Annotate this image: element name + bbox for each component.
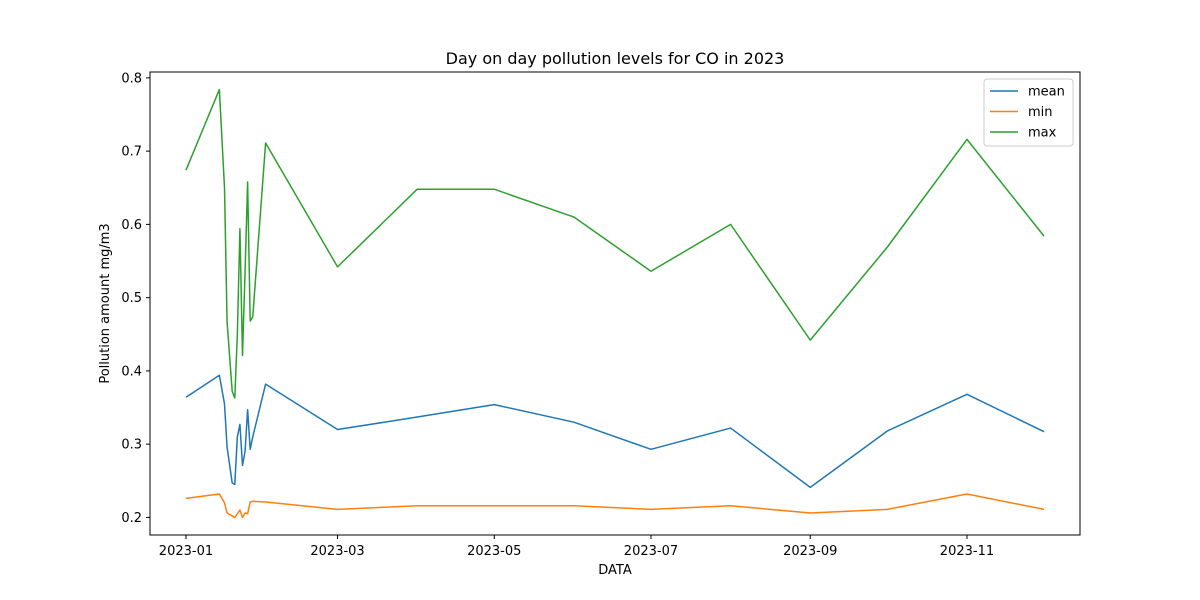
series-line-min — [185, 493, 1045, 519]
legend-label-mean: mean — [1028, 85, 1065, 100]
y-tick-label: 0.3 — [121, 438, 142, 453]
axes-frame — [149, 71, 1081, 536]
y-tick-label: 0.8 — [121, 71, 142, 86]
x-axis: 2023-01 2023-03 2023-05 2023-07 2023-09 2023-… — [159, 535, 994, 559]
series-line-mean — [185, 374, 1045, 489]
x-tick-label: 2023-07 — [624, 544, 678, 559]
x-tick-label: 2023-05 — [467, 544, 521, 559]
legend-label-max: max — [1028, 126, 1057, 141]
x-tick-label: 2023-03 — [310, 544, 364, 559]
x-tick-label: 2023-01 — [159, 544, 213, 559]
chart-title: Day on day pollution levels for CO in 20… — [446, 49, 785, 68]
x-axis-label: DATA — [598, 563, 632, 578]
y-axis: 0.2 0.3 0.4 0.5 0.6 0.7 0.8 — [121, 71, 150, 526]
y-tick-label: 0.2 — [121, 511, 142, 526]
series-line-max — [185, 88, 1045, 399]
plot-area — [185, 88, 1045, 519]
x-tick-label: 2023-11 — [940, 544, 994, 559]
y-tick-label: 0.6 — [121, 218, 142, 233]
y-tick-label: 0.7 — [121, 145, 142, 160]
x-tick-label: 2023-09 — [783, 544, 837, 559]
legend: mean min max — [983, 78, 1074, 147]
legend-box — [983, 78, 1074, 147]
y-tick-label: 0.5 — [121, 291, 142, 306]
y-axis-label: Pollution amount mg/m3 — [98, 223, 113, 383]
legend-label-min: min — [1028, 105, 1053, 120]
y-tick-label: 0.4 — [121, 364, 142, 379]
